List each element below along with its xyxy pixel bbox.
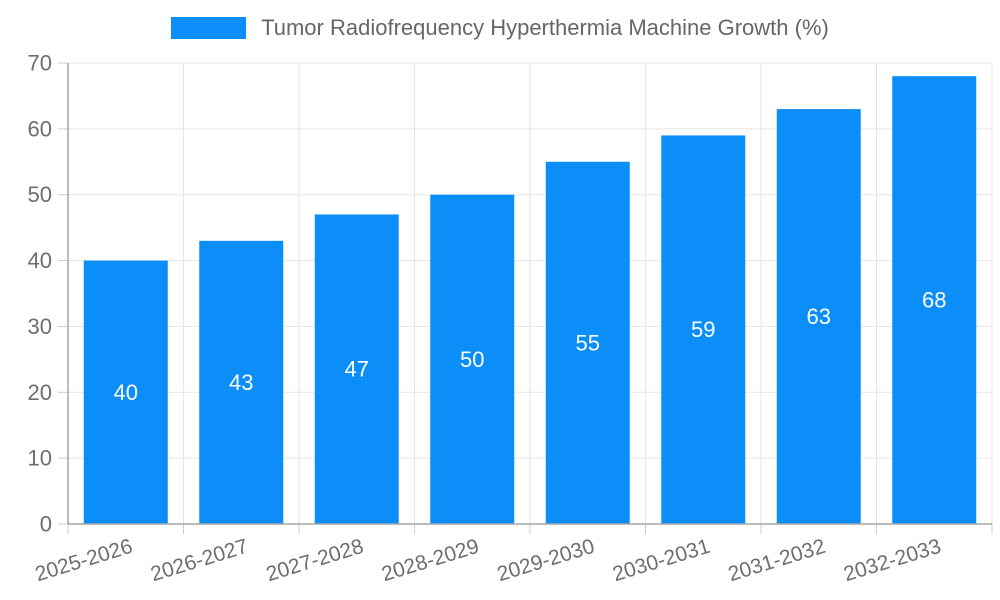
y-tick-label: 50 bbox=[28, 182, 52, 207]
bar bbox=[892, 76, 977, 525]
x-tick-label: 2032-2033 bbox=[841, 535, 944, 586]
y-tick-label: 10 bbox=[28, 446, 52, 471]
y-tick-label: 0 bbox=[40, 512, 52, 537]
bar-value-label: 47 bbox=[345, 357, 369, 382]
x-tick-label: 2029-2030 bbox=[494, 535, 597, 586]
x-tick-label: 2031-2032 bbox=[725, 535, 828, 586]
bar-value-label: 55 bbox=[576, 330, 600, 355]
bar bbox=[314, 214, 399, 524]
bar-value-label: 59 bbox=[691, 317, 715, 342]
bar bbox=[545, 161, 630, 525]
x-tick-label: 2030-2031 bbox=[610, 535, 713, 586]
bar-value-label: 50 bbox=[460, 347, 484, 372]
y-tick-label: 70 bbox=[28, 51, 52, 76]
bar bbox=[661, 135, 746, 524]
x-tick-label: 2025-2026 bbox=[32, 535, 135, 586]
bar-value-label: 40 bbox=[114, 380, 138, 405]
y-tick-label: 60 bbox=[28, 116, 52, 141]
chart-title: Tumor Radiofrequency Hyperthermia Machin… bbox=[261, 15, 829, 40]
bar-value-label: 63 bbox=[807, 304, 831, 329]
x-tick-label: 2028-2029 bbox=[379, 535, 482, 586]
legend-swatch-icon bbox=[171, 17, 247, 39]
bar bbox=[430, 194, 515, 524]
bar-value-label: 68 bbox=[922, 288, 946, 313]
bar bbox=[776, 109, 861, 524]
bar bbox=[83, 260, 168, 524]
y-tick-label: 40 bbox=[28, 248, 52, 273]
bar-value-label: 43 bbox=[229, 370, 253, 395]
y-tick-label: 30 bbox=[28, 314, 52, 339]
bar bbox=[199, 240, 284, 525]
chart-legend[interactable]: Tumor Radiofrequency Hyperthermia Machin… bbox=[0, 17, 1000, 39]
y-tick-label: 20 bbox=[28, 380, 52, 405]
x-tick-label: 2026-2027 bbox=[148, 535, 251, 586]
x-tick-label: 2027-2028 bbox=[263, 535, 366, 586]
